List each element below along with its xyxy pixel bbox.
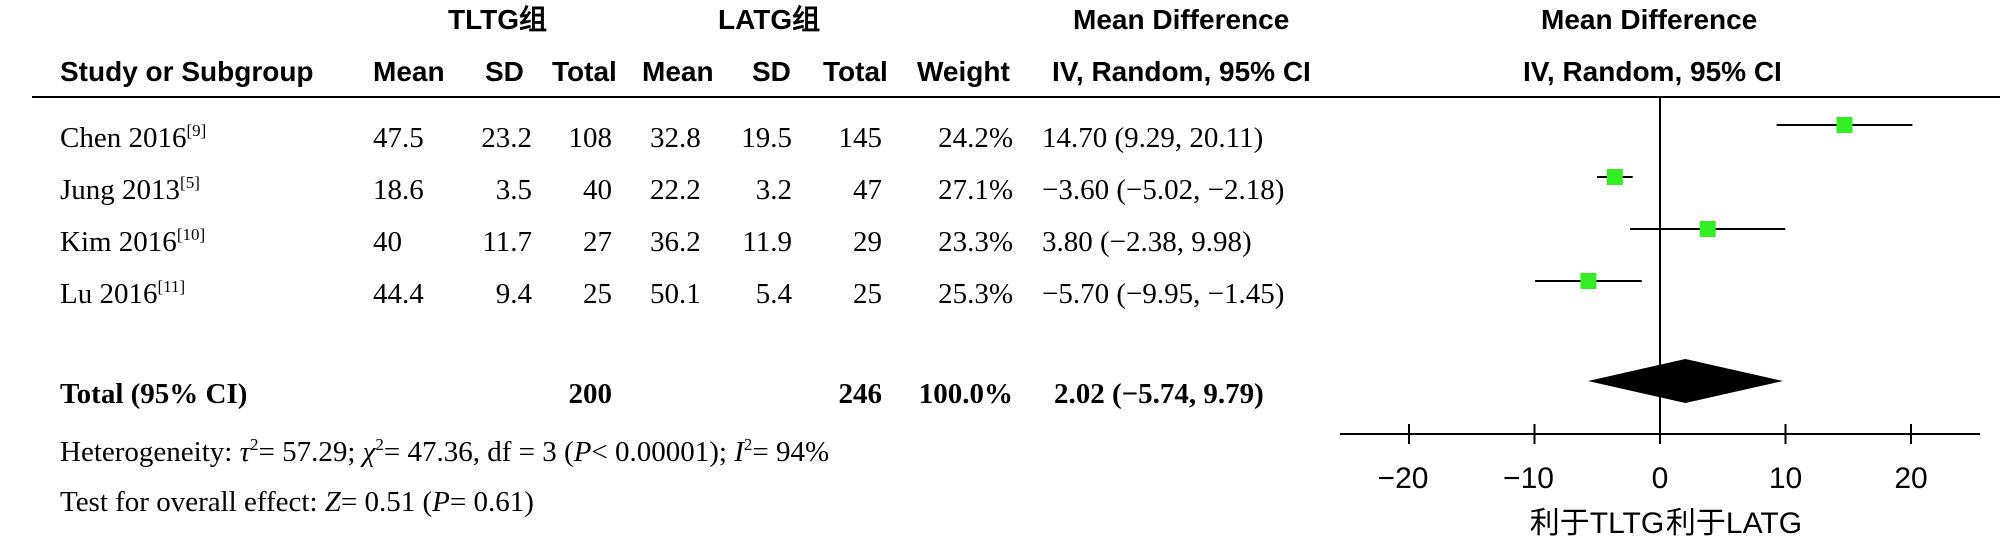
total2-sum: 246 (838, 378, 883, 410)
study-column-header: Study or Subgroup (60, 56, 314, 87)
ci-plot-column-header: IV, Random, 95% CI (1523, 56, 1782, 87)
mean-difference-plot-header: Mean Difference (1541, 4, 1758, 35)
total1-cell: 40 (583, 174, 612, 206)
point-estimate-marker (1699, 221, 1716, 237)
study-reference: [11] (157, 277, 186, 296)
sd1-cell: 3.5 (495, 174, 532, 206)
study-name: Jung 2013[5] (60, 173, 200, 206)
mean-difference-table-header: Mean Difference (1073, 4, 1290, 35)
mean1-column-header: Mean (373, 56, 445, 87)
study-name: Lu 2016[11] (60, 277, 186, 310)
mean2-cell: 50.1 (650, 278, 701, 310)
study-reference: [5] (180, 173, 200, 192)
total1-cell: 108 (568, 122, 613, 154)
total2-cell: 29 (853, 226, 882, 258)
weight-cell: 23.3% (938, 226, 1013, 258)
x-tick-label: −20 (1378, 462, 1429, 495)
sd2-cell: 5.4 (755, 278, 792, 310)
overall-effect-text: Test for overall effect: Z= 0.51 (P= 0.6… (60, 486, 534, 518)
mean2-column-header: Mean (642, 56, 714, 87)
group2-header: LATG组 (718, 4, 821, 35)
ci-cell: 14.70 (9.29, 20.11) (1042, 122, 1264, 154)
x-tick-label: 20 (1894, 462, 1927, 495)
header-rule (32, 96, 2000, 98)
total-weight: 100.0% (918, 378, 1013, 410)
sd1-cell: 11.7 (482, 226, 532, 258)
pooled-diamond (1587, 359, 1783, 403)
mean1-cell: 44.4 (373, 278, 424, 310)
point-estimate-marker (1606, 169, 1623, 185)
sd1-cell: 23.2 (481, 122, 532, 154)
mean1-cell: 18.6 (373, 174, 424, 206)
point-estimate-marker (1580, 273, 1597, 289)
total2-cell: 25 (853, 278, 882, 310)
ci-cell: −3.60 (−5.02, −2.18) (1042, 174, 1285, 206)
sd2-cell: 11.9 (742, 226, 792, 258)
total1-cell: 27 (583, 226, 612, 258)
weight-cell: 25.3% (938, 278, 1013, 310)
group1-header: TLTG组 (448, 4, 548, 35)
sd2-cell: 3.2 (755, 174, 792, 206)
ci-cell: 3.80 (−2.38, 9.98) (1042, 226, 1252, 258)
mean2-cell: 36.2 (650, 226, 701, 258)
sd1-cell: 9.4 (495, 278, 532, 310)
ci-cell: −5.70 (−9.95, −1.45) (1042, 278, 1285, 310)
total1-cell: 25 (583, 278, 612, 310)
mean2-cell: 22.2 (650, 174, 701, 206)
mean1-cell: 40 (373, 226, 402, 258)
mean1-cell: 47.5 (373, 122, 424, 154)
weight-cell: 27.1% (938, 174, 1013, 206)
total2-column-header: Total (823, 56, 888, 87)
mean2-cell: 32.8 (650, 122, 701, 154)
x-tick-label: −10 (1503, 462, 1554, 495)
total2-cell: 145 (838, 122, 883, 154)
total1-column-header: Total (552, 56, 617, 87)
heterogeneity-text: Heterogeneity: τ2= 57.29; χ2= 47.36, df … (60, 435, 830, 468)
weight-cell: 24.2% (938, 122, 1013, 154)
weight-column-header: Weight (917, 56, 1010, 87)
total2-cell: 47 (853, 174, 882, 206)
x-tick-label: 10 (1769, 462, 1802, 495)
study-name: Kim 2016[10] (60, 225, 206, 258)
sd2-cell: 19.5 (741, 122, 792, 154)
study-reference: [9] (186, 121, 207, 140)
study-reference: [10] (176, 225, 206, 244)
sd1-column-header: SD (485, 56, 524, 87)
sd2-column-header: SD (752, 56, 791, 87)
point-estimate-marker (1836, 117, 1853, 133)
x-tick-label: 0 (1652, 462, 1669, 495)
total-label: Total (95% CI) (60, 378, 248, 410)
study-name: Chen 2016[9] (60, 121, 207, 154)
ci-table-column-header: IV, Random, 95% CI (1052, 56, 1311, 87)
axis-right-label: 利于LATG (1666, 507, 1802, 538)
total1-sum: 200 (568, 378, 613, 410)
total-ci: 2.02 (−5.74, 9.79) (1054, 378, 1264, 410)
axis-left-label: 利于TLTG (1530, 507, 1664, 538)
